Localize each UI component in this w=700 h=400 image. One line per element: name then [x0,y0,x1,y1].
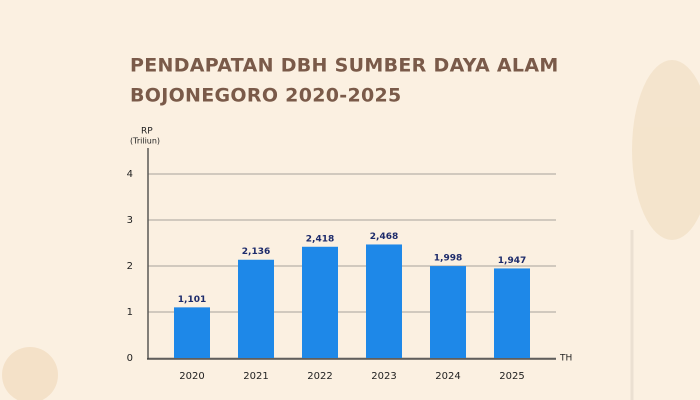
x-tick-label: 2023 [371,371,396,382]
bar [238,259,274,358]
x-axis-label: TH [559,354,572,364]
bar [302,246,338,358]
value-label: 1,101 [178,295,206,305]
chart-title: PENDAPATAN DBH SUMBER DAYA ALAM [130,55,559,77]
y-axis-label: (Triliun) [130,137,160,146]
y-tick-label: 3 [127,215,133,226]
value-label: 1,998 [434,254,462,264]
bar [494,268,530,358]
bar [366,244,402,358]
x-tick-label: 2022 [307,371,332,382]
y-tick-label: 4 [127,169,133,180]
chart-title: BOJONEGORO 2020-2025 [130,85,402,107]
x-tick-label: 2024 [435,371,460,382]
x-tick-label: 2025 [499,371,524,382]
y-tick-label: 0 [127,353,133,364]
bar [174,307,210,358]
bar [430,266,466,358]
y-tick-label: 2 [127,261,133,272]
value-label: 2,468 [370,232,398,242]
x-tick-label: 2021 [243,371,268,382]
y-tick-label: 1 [127,307,133,318]
x-tick-label: 2020 [179,371,204,382]
y-axis-label: RP [141,127,153,137]
value-label: 2,136 [242,247,270,257]
value-label: 1,947 [498,256,526,266]
decoration [2,60,700,400]
value-label: 2,418 [306,234,334,244]
